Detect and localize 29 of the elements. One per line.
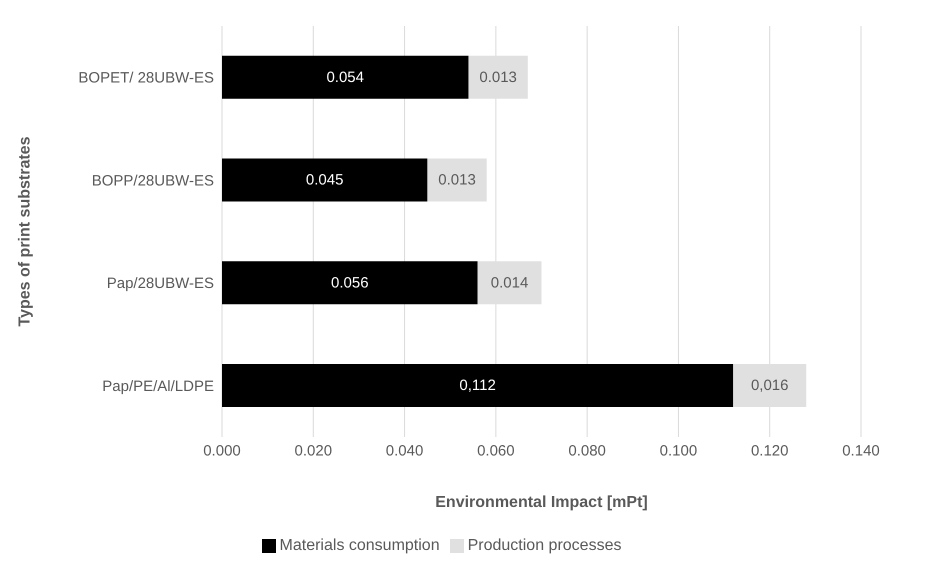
x-tick-label: 0.060 <box>477 442 515 460</box>
data-label: 0.045 <box>306 172 344 189</box>
data-label: 0,112 <box>459 377 496 394</box>
data-label: 0,016 <box>750 377 788 394</box>
y-tick-label: Pap/28UBW-ES <box>106 275 214 292</box>
bar <box>222 261 478 304</box>
x-tick-label: 0.140 <box>842 442 880 460</box>
y-tick-label: BOPP/28UBW-ES <box>92 172 214 190</box>
x-tick-label: 0.100 <box>660 442 698 460</box>
x-tick-label: 0.080 <box>568 442 606 460</box>
legend-label: Materials consumption <box>280 537 440 554</box>
x-tick-label: 0.120 <box>750 442 788 460</box>
data-label: 0.013 <box>438 172 476 189</box>
bar <box>427 158 487 202</box>
y-tick-label: BOPET/ 28UBW-ES <box>78 70 214 87</box>
data-label: 0.013 <box>479 68 517 86</box>
bar <box>222 158 428 202</box>
bar <box>222 364 734 408</box>
bar <box>222 56 468 99</box>
data-label: 0.056 <box>331 274 369 292</box>
x-tick-label: 0.000 <box>203 442 241 460</box>
x-axis-title: Environmental Impact [mPt] <box>435 494 648 511</box>
y-axis-title: Types of print substrates <box>16 136 34 326</box>
y-tick-label: Pap/PE/Al/LDPE <box>102 378 214 395</box>
data-label: 0.054 <box>326 68 364 86</box>
legend-label: Production processes <box>468 537 622 554</box>
x-tick-label: 0.040 <box>386 442 424 460</box>
data-label: 0.014 <box>490 274 528 292</box>
x-tick-label: 0.020 <box>294 442 332 460</box>
